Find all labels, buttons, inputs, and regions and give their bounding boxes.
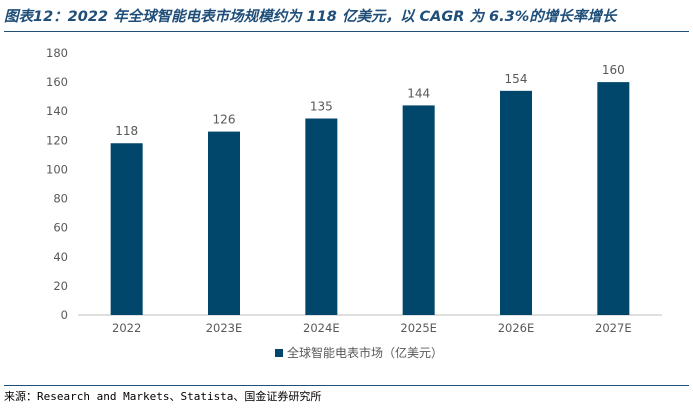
x-tick-label: 2024E (303, 321, 340, 335)
bar-chart: 0 20 40 60 80 100 120 140 160 180 118 2022 126 2023E 1… (46, 46, 662, 360)
y-tick-label: 20 (53, 279, 68, 293)
x-tick-label: 2023E (206, 321, 243, 335)
legend-label: 全球智能电表市场（亿美元） (287, 345, 443, 360)
y-tick-label: 160 (46, 75, 68, 89)
data-label: 118 (115, 124, 138, 138)
bar (110, 143, 143, 315)
source-divider (4, 385, 689, 386)
y-tick-label: 40 (53, 250, 68, 264)
data-label: 135 (310, 100, 333, 114)
data-label: 144 (407, 86, 430, 100)
bar (305, 118, 338, 315)
bar (500, 90, 532, 315)
data-label: 160 (602, 63, 625, 77)
data-label: 154 (505, 72, 528, 86)
figure-title: 图表12：2022 年全球智能电表市场规模约为 118 亿美元，以 CAGR 为… (4, 9, 617, 25)
legend-swatch (275, 349, 283, 357)
bar (597, 82, 630, 315)
title-divider (4, 31, 689, 32)
x-tick-label: 2022 (112, 321, 141, 335)
bar (402, 105, 435, 316)
data-label: 126 (213, 113, 236, 127)
y-tick-label: 60 (53, 221, 68, 235)
x-tick-label: 2026E (498, 321, 535, 335)
x-tick-label: 2027E (595, 321, 632, 335)
y-tick-label: 180 (46, 46, 68, 60)
y-tick-label: 80 (53, 192, 68, 206)
bar (208, 131, 240, 315)
source-note: 来源：Research and Markets、Statista、国金证券研究所 (4, 390, 322, 403)
x-tick-label: 2025E (400, 321, 437, 335)
y-tick-label: 120 (46, 133, 68, 147)
y-tick-label: 140 (46, 104, 68, 118)
y-tick-label: 100 (46, 162, 68, 176)
y-tick-label: 0 (61, 308, 68, 322)
